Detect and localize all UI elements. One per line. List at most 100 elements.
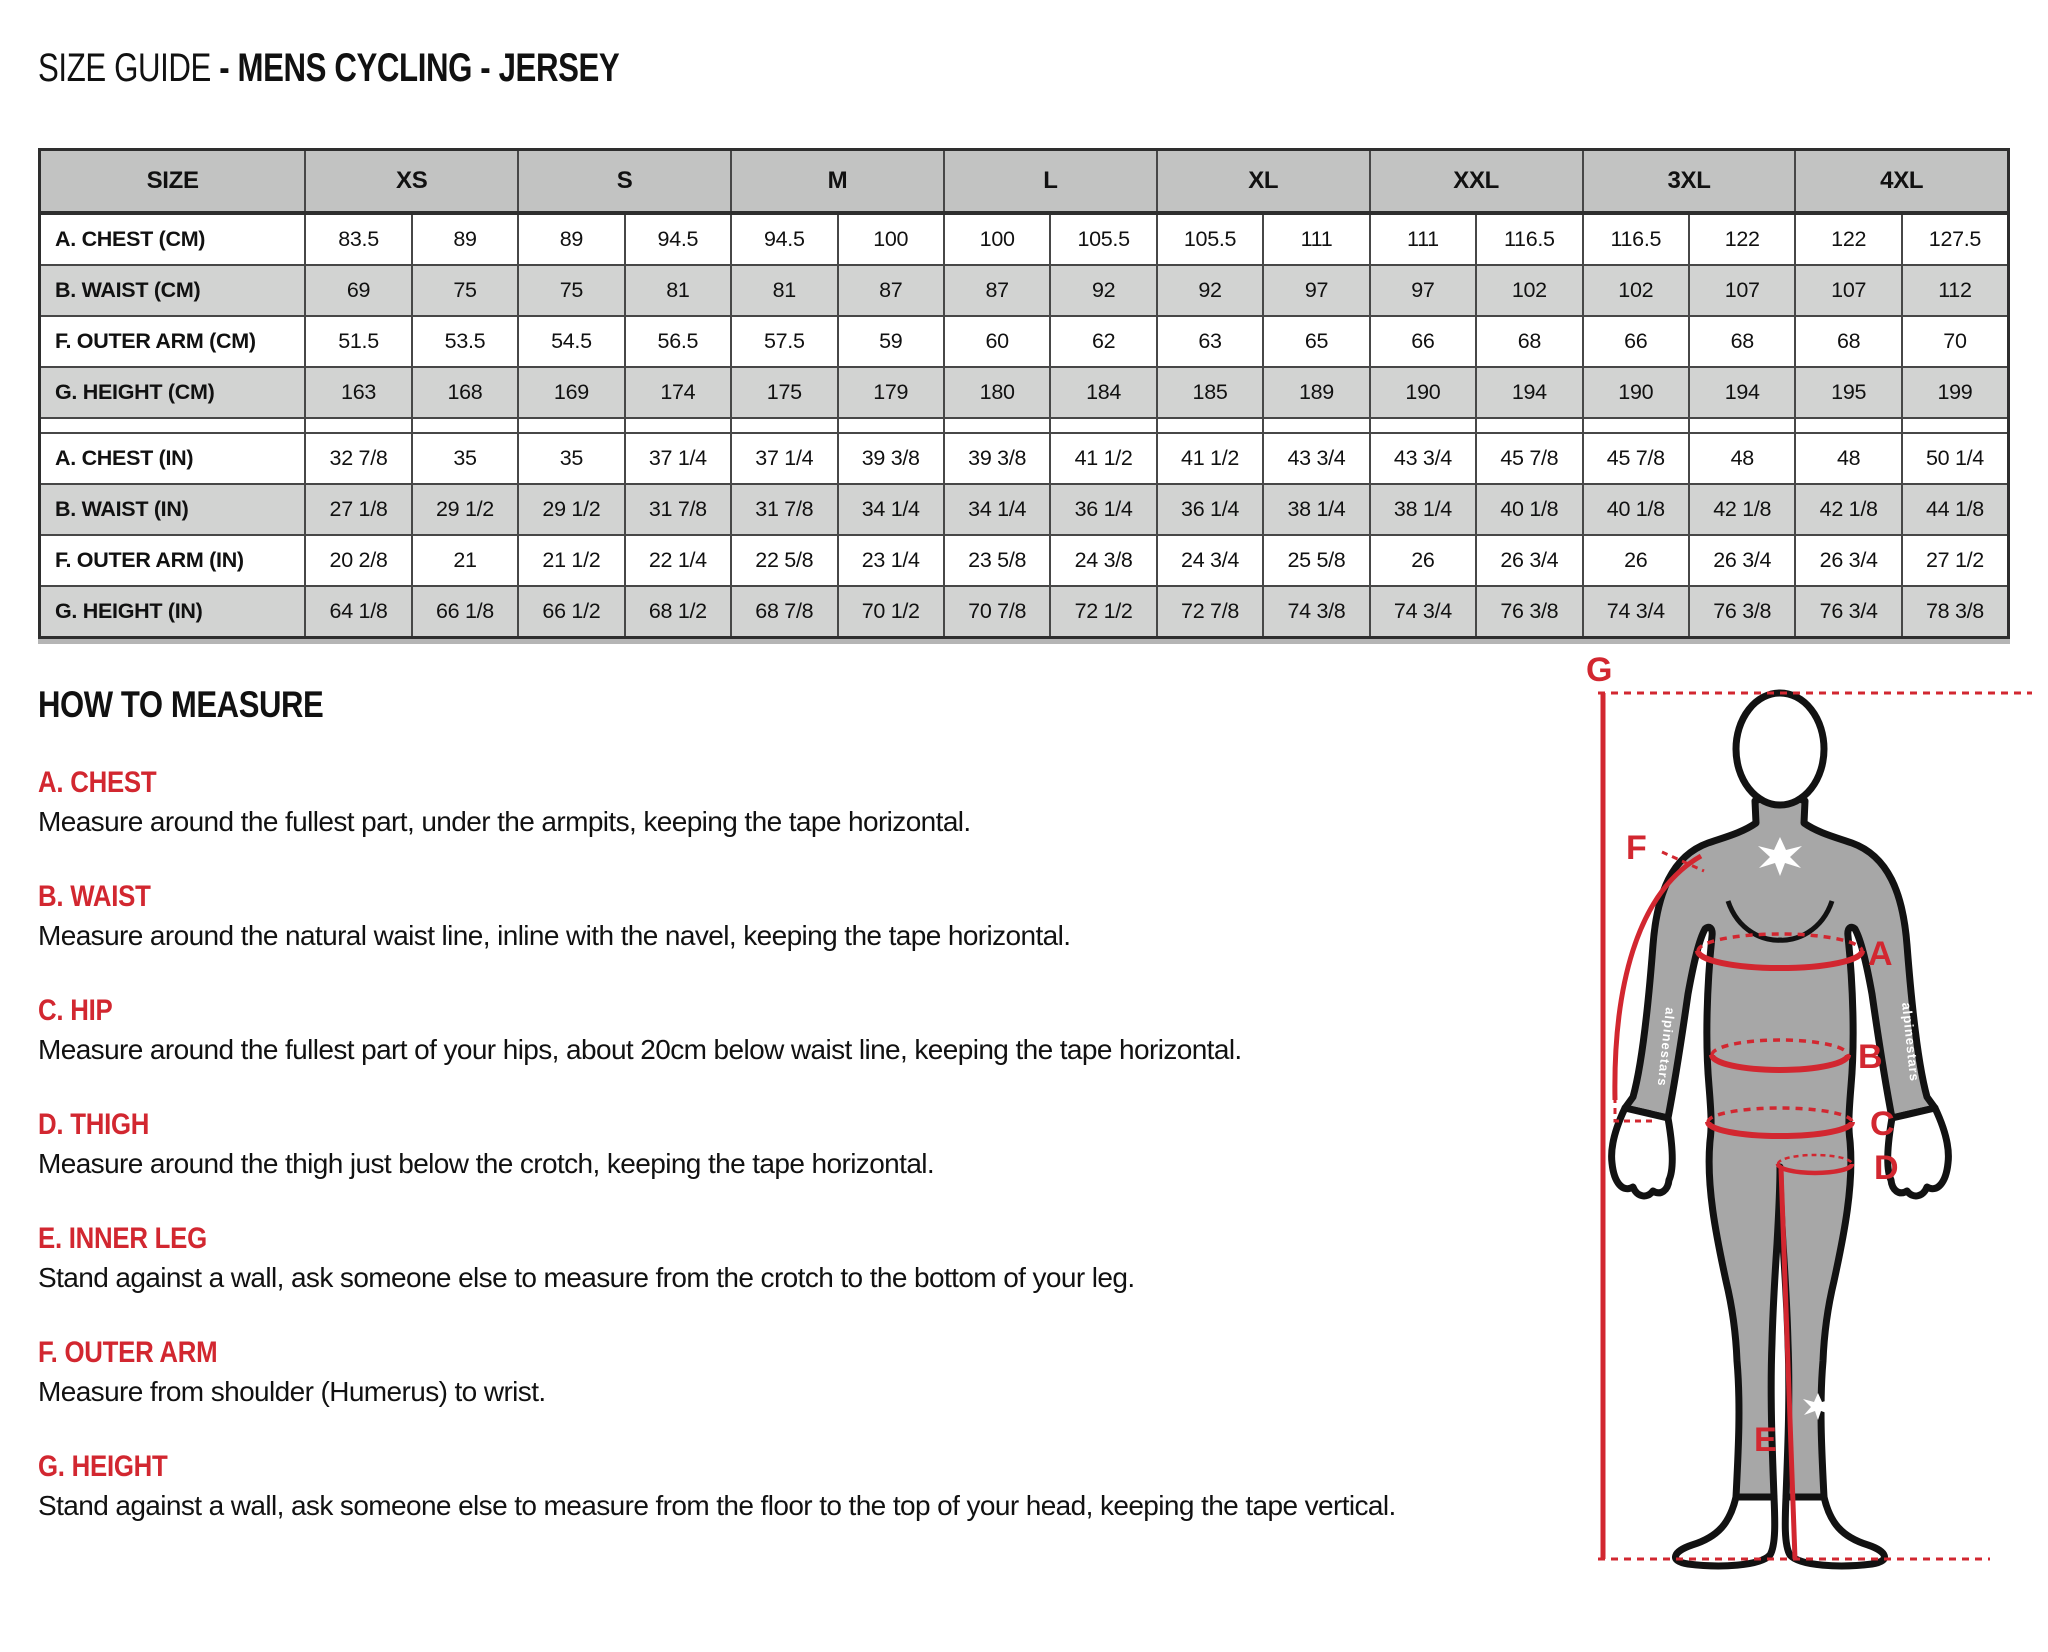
separator-cell (1581, 417, 1691, 434)
d-thigh-dashed-arc (1776, 1153, 1854, 1165)
f-outer-arm-arc (1612, 853, 1703, 1101)
value-cell: 63 (1155, 315, 1265, 368)
value-cell: 43 3/4 (1368, 432, 1478, 485)
value-cell: 75 (410, 264, 520, 317)
value-cell: 22 5/8 (730, 534, 839, 587)
value-cell: 105.5 (1049, 212, 1158, 266)
value-cell: 68 (1794, 315, 1903, 368)
value-cell: 89 (517, 212, 626, 266)
value-cell: 39 3/8 (942, 432, 1052, 485)
section-label: G. HEIGHT (38, 1450, 168, 1483)
value-cell: 66 (1368, 315, 1478, 368)
value-cell: 180 (942, 366, 1052, 419)
size-column-header: 4XL (1794, 148, 2010, 215)
separator-cell (410, 417, 520, 434)
separator-cell (942, 417, 1052, 434)
value-cell: 68 (1688, 315, 1797, 368)
value-cell: 190 (1368, 366, 1478, 419)
value-cell: 163 (304, 366, 413, 419)
value-cell: 184 (1049, 366, 1158, 419)
value-cell: 37 1/4 (623, 432, 733, 485)
row-label: G. HEIGHT (IN) (38, 585, 307, 639)
value-cell: 50 1/4 (1900, 432, 2010, 485)
value-cell: 43 3/4 (1262, 432, 1371, 485)
value-cell: 81 (623, 264, 733, 317)
b-waist-dashed-arc (1710, 1038, 1850, 1056)
value-cell: 45 7/8 (1581, 432, 1691, 485)
value-cell: 112 (1900, 264, 2010, 317)
section-outer-arm: F. OUTER ARM Measure from shoulder (Hume… (38, 1336, 1528, 1409)
section-text: Measure from shoulder (Humerus) to wrist… (38, 1376, 546, 1407)
value-cell: 70 1/2 (836, 585, 945, 639)
body-figure-svg: alpinestars alpinestars G (1586, 651, 2032, 1570)
value-cell: 64 1/8 (304, 585, 413, 639)
section-chest: A. CHEST Measure around the fullest part… (38, 766, 1528, 839)
value-cell: 100 (942, 212, 1052, 266)
value-cell: 94.5 (623, 212, 733, 266)
value-cell: 72 7/8 (1155, 585, 1265, 639)
value-cell: 20 2/8 (304, 534, 413, 587)
measurement-row: A. CHEST (CM) 83.5 89 89 94.5 94.5 100 100 105.5… (38, 212, 2010, 266)
page-title-suffix: - MENS CYCLING - JERSEY (219, 46, 620, 90)
size-column-header: 3XL (1581, 148, 1797, 215)
value-cell: 26 (1368, 534, 1478, 587)
measurement-row: G. HEIGHT (CM) 163 168 169 174 175 179 180 184 18… (38, 366, 2010, 419)
value-cell: 26 3/4 (1475, 534, 1584, 587)
measure-sections: A. CHEST Measure around the fullest part… (38, 766, 1528, 1564)
hand-left (1608, 1104, 1676, 1200)
separator-cell (730, 417, 839, 434)
size-column-header: L (942, 148, 1158, 215)
value-cell: 69 (304, 264, 413, 317)
diagram-label-c: C (1870, 1105, 1895, 1143)
value-cell: 32 7/8 (304, 432, 413, 485)
separator-cell (1155, 417, 1265, 434)
row-label: B. WAIST (CM) (38, 264, 307, 317)
value-cell: 76 3/4 (1794, 585, 1903, 639)
c-hip-solid-arc (1705, 1121, 1855, 1139)
section-label: E. INNER LEG (38, 1222, 207, 1255)
value-cell: 21 (410, 534, 520, 587)
value-cell: 37 1/4 (730, 432, 839, 485)
value-cell: 27 1/2 (1900, 534, 2010, 587)
value-cell: 42 1/8 (1688, 483, 1797, 536)
separator-row (38, 417, 2010, 434)
value-cell: 23 5/8 (942, 534, 1052, 587)
value-cell: 74 3/8 (1262, 585, 1371, 639)
section-label: C. HIP (38, 994, 113, 1027)
value-cell: 199 (1900, 366, 2010, 419)
value-cell: 175 (730, 366, 839, 419)
row-label: B. WAIST (IN) (38, 483, 307, 536)
value-cell: 29 1/2 (410, 483, 520, 536)
value-cell: 36 1/4 (1049, 483, 1158, 536)
value-cell: 76 3/8 (1688, 585, 1797, 639)
foot-left (1672, 1493, 1779, 1570)
value-cell: 83.5 (304, 212, 413, 266)
row-label: A. CHEST (IN) (38, 432, 307, 485)
diagram-label-a: A (1868, 935, 1893, 973)
value-cell: 122 (1688, 212, 1797, 266)
how-to-measure-heading: HOW TO MEASURE (38, 684, 324, 725)
diagram-label-d: D (1874, 1149, 1899, 1187)
separator-cell (38, 417, 307, 434)
value-cell: 40 1/8 (1475, 483, 1584, 536)
value-cell: 100 (836, 212, 945, 266)
value-cell: 38 1/4 (1368, 483, 1478, 536)
size-column-header: S (517, 148, 733, 215)
value-cell: 107 (1688, 264, 1797, 317)
value-cell: 102 (1475, 264, 1584, 317)
separator-cell (304, 417, 413, 434)
value-cell: 59 (836, 315, 945, 368)
separator-cell (1262, 417, 1371, 434)
value-cell: 168 (410, 366, 520, 419)
value-cell: 111 (1368, 212, 1478, 266)
section-label: F. OUTER ARM (38, 1336, 218, 1369)
value-cell: 44 1/8 (1900, 483, 2010, 536)
measurement-row: B. WAIST (IN) 27 1/8 29 1/2 29 1/2 31 7/8 31 … (38, 483, 2010, 536)
value-cell: 56.5 (623, 315, 733, 368)
alpinestars-logo-calf (1803, 1393, 1833, 1420)
value-cell: 81 (730, 264, 839, 317)
value-cell: 111 (1262, 212, 1371, 266)
measurement-row: A. CHEST (IN) 32 7/8 35 35 37 1/4 37 1/4 39 3/… (38, 432, 2010, 485)
value-cell: 66 (1581, 315, 1691, 368)
